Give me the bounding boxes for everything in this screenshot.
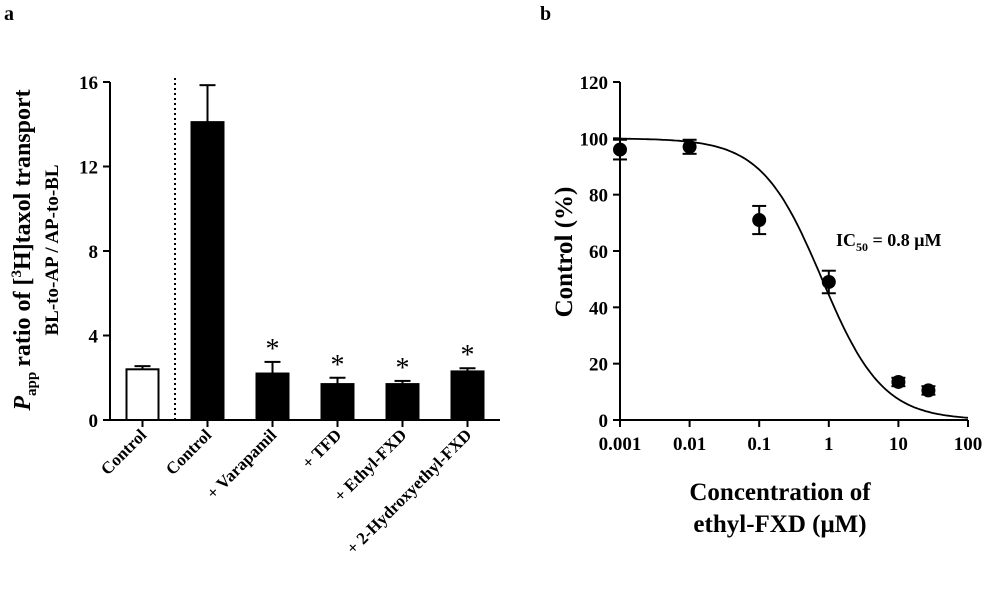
y-tick-label: 12	[79, 158, 98, 179]
ic50-sub: 50	[856, 240, 868, 254]
x-tick-label: + Varapamil	[203, 425, 281, 503]
scatter-chart-panel: Control (%) Concentration of ethyl-FXD (…	[551, 73, 982, 538]
data-point	[752, 213, 767, 228]
y-tick-label: 16	[79, 73, 98, 94]
x-tick-label: Control	[97, 425, 150, 478]
y-label-rest: H]taxol transport	[10, 89, 36, 270]
x-axis-label-line2: ethyl-FXD (μM)	[693, 511, 866, 538]
significance-marker: *	[396, 353, 410, 384]
x-tick-label: Control	[162, 425, 215, 478]
y-tick-label: 120	[580, 73, 609, 94]
ic50-post: = 0.8 μM	[868, 230, 941, 250]
data-point	[891, 374, 906, 389]
x-tick-label: 0.1	[747, 434, 771, 455]
y-label-sub: app	[24, 372, 40, 396]
y-tick-label: 4	[89, 327, 99, 348]
data-point	[613, 142, 627, 157]
ic50-pre: IC	[836, 230, 856, 250]
y-axis-label-main: Papp ratio of [3H]taxol transport	[9, 89, 40, 411]
bar-chart-panel: Papp ratio of [3H]taxol transport BL-to-A…	[9, 73, 500, 558]
fit-curve	[620, 137, 969, 419]
data-point	[682, 139, 697, 154]
ic50-annotation: IC50 = 0.8 μM	[836, 230, 941, 254]
bar	[190, 121, 225, 421]
x-tick-label: 0.01	[673, 434, 706, 455]
significance-marker: *	[266, 334, 280, 365]
x-tick-label: + TFD	[298, 425, 345, 472]
y-tick-label: 8	[89, 242, 99, 263]
y-tick-label: 20	[589, 355, 608, 376]
bar	[125, 368, 160, 421]
y-axis-label-secondary: BL-to-AP / AP-to-BL	[42, 165, 63, 336]
x-tick-label: 100	[954, 434, 983, 455]
y-tick-label: 80	[589, 186, 608, 207]
y-tick-label: 100	[580, 129, 609, 150]
y-label-sup: 3	[9, 270, 25, 278]
bar	[450, 370, 485, 422]
x-tick-label: 10	[889, 434, 908, 455]
y-label-main: ratio of [	[10, 277, 36, 366]
y-tick-label: 0	[89, 411, 99, 432]
y-label-p: P	[10, 396, 36, 412]
bar	[385, 383, 420, 421]
significance-marker: *	[331, 350, 345, 381]
y-axis-label: Control (%)	[551, 187, 578, 318]
data-point	[921, 383, 936, 398]
significance-marker: *	[461, 340, 475, 371]
x-tick-label: 0.001	[599, 434, 642, 455]
x-axis-label-line1: Concentration of	[689, 479, 871, 506]
data-point	[821, 274, 836, 289]
panel-label-b: b	[540, 3, 551, 25]
x-tick-label: + 2-Hydroxyethyl-FXD	[343, 425, 476, 558]
panel-label-a: a	[4, 3, 14, 25]
y-tick-label: 0	[599, 411, 609, 432]
y-tick-label: 60	[589, 242, 608, 263]
y-tick-label: 40	[589, 298, 608, 319]
bar	[320, 383, 355, 421]
x-tick-label: 1	[824, 434, 834, 455]
bar	[255, 372, 290, 421]
